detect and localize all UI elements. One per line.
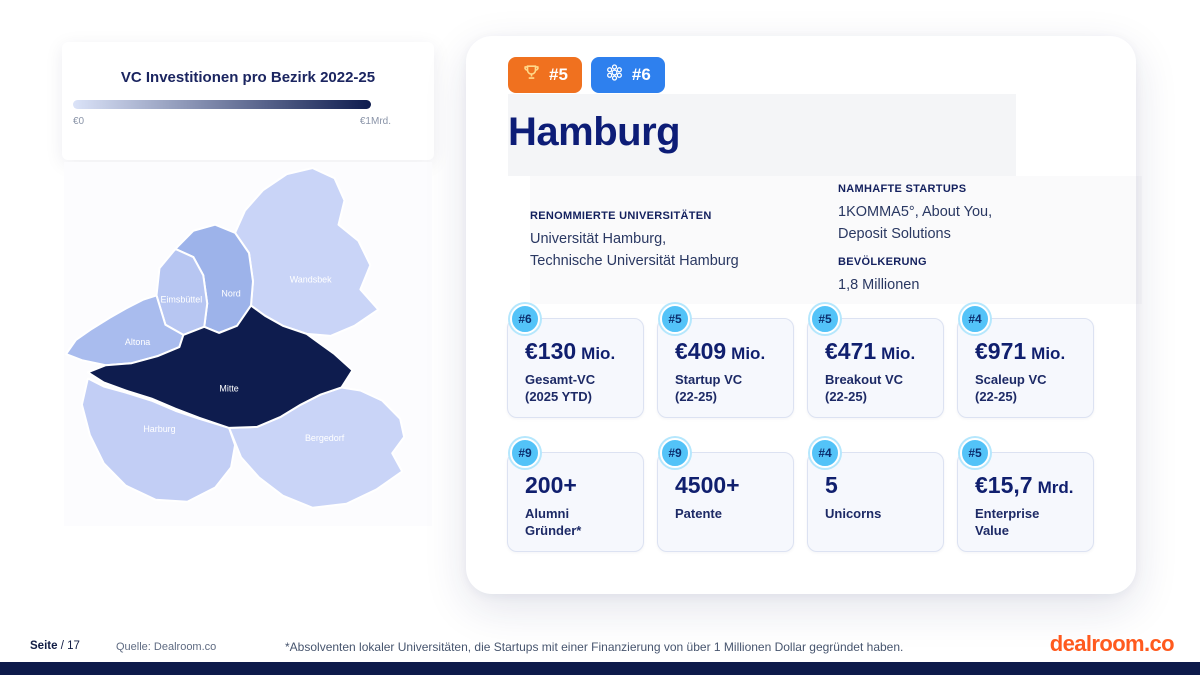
map-legend-card: VC Investitionen pro Bezirk 2022-25 €0 €… [62, 42, 434, 160]
trophy-icon [522, 63, 541, 87]
legend-max-label: €1Mrd. [359, 116, 391, 127]
stat-rank-badge: #6 [510, 304, 540, 334]
ecosystem-icon [605, 63, 624, 87]
stats-row-1: #6 €130 Mio. Gesamt-VC (2025 YTD) #5 €409… [507, 304, 1094, 418]
stat-unicorns: #4 5 Unicorns [807, 438, 944, 552]
rank-badge-label: #6 [631, 65, 651, 84]
page-word: Seite [30, 640, 58, 652]
stat-enterprise-value: #5 €15,7 Mrd. Enterprise Value [957, 438, 1094, 552]
startups-text: 1KOMMA5°, About You, Deposit Solutions [838, 204, 993, 242]
stat-suffix: Mio. [1031, 344, 1066, 363]
header-highlight-band [508, 94, 1016, 176]
stat-suffix: Mio. [881, 344, 916, 363]
stat-value: 200+ [525, 472, 577, 498]
district-mitte [86, 304, 354, 429]
stat-rank-badge: #5 [810, 304, 840, 334]
choropleth-legend: €0 €1Mrd. [73, 100, 391, 127]
city-stats-card: #5 #6 Hamburg RENOMMIER [466, 36, 1142, 594]
stat-card: 4500+ Patente [657, 452, 794, 552]
info-highlight-band [530, 176, 1142, 304]
legend-gradient [73, 100, 371, 109]
dealroom-logo[interactable]: dealroom.co [1049, 631, 1175, 656]
stat-rank-badge: #4 [960, 304, 990, 334]
stat-rank-badge: #9 [660, 438, 690, 468]
stats-row-2: #9 200+ Alumni Gründer* #9 4500+ Patente… [507, 438, 1094, 552]
stat-card: €15,7 Mrd. Enterprise Value [957, 452, 1094, 552]
stat-patente: #9 4500+ Patente [657, 438, 794, 552]
population-heading: BEVÖLKERUNG [838, 256, 927, 268]
stat-scaleup-vc: #4 €971 Mio. Scaleup VC (22-25) [957, 304, 1094, 418]
stat-label: Enterprise Value [975, 506, 1040, 539]
stat-value: €971 [975, 338, 1027, 364]
stat-card: 200+ Alumni Gründer* [507, 452, 644, 552]
stat-label: Scaleup VC (22-25) [975, 372, 1047, 405]
footnote: *Absolventen lokaler Universitäten, die … [285, 640, 904, 654]
page-number: / 17 [60, 640, 80, 652]
population-text: 1,8 Millionen [838, 277, 920, 293]
stat-label: Alumni Gründer* [525, 506, 582, 539]
legend-min-label: €0 [73, 116, 85, 127]
stat-label: Unicorns [825, 506, 882, 521]
stat-label: Gesamt-VC (2025 YTD) [525, 372, 596, 405]
stat-card: 5 Unicorns [807, 452, 944, 552]
page-indicator: Seite / 17 [30, 640, 80, 652]
stat-startup-vc: #5 €409 Mio. Startup VC (22-25) [657, 304, 794, 418]
stat-card: €471 Mio. Breakout VC (22-25) [807, 318, 944, 418]
city-title: Hamburg [508, 110, 681, 154]
stat-value: €409 [675, 338, 727, 364]
district-label-eimsbuettel: Eimsbüttel [160, 294, 202, 304]
district-label-bergedorf: Bergedorf [305, 433, 345, 443]
stat-label: Breakout VC (22-25) [825, 372, 904, 405]
stat-suffix: Mrd. [1037, 478, 1074, 497]
rank-badge-label: #5 [549, 65, 568, 84]
stat-rank-badge: #9 [510, 438, 540, 468]
rank-badge-ecosystem: #6 [590, 57, 665, 93]
universities-heading: RENOMMIERTE UNIVERSITÄTEN [530, 210, 712, 222]
district-label-altona: Altona [125, 337, 151, 347]
info-universities: RENOMMIERTE UNIVERSITÄTEN Universität Ha… [530, 210, 830, 273]
stat-value: 5 [825, 472, 838, 498]
stat-card: €971 Mio. Scaleup VC (22-25) [957, 318, 1094, 418]
stat-alumni-gruender: #9 200+ Alumni Gründer* [507, 438, 644, 552]
info-population: BEVÖLKERUNG 1,8 Millionen [838, 256, 1108, 297]
info-startups: NAMHAFTE STARTUPS 1KOMMA5°, About You, D… [838, 183, 1108, 246]
stat-rank-badge: #5 [960, 438, 990, 468]
rank-badges: #5 #6 [508, 57, 665, 93]
stat-card: €409 Mio. Startup VC (22-25) [657, 318, 794, 418]
district-harburg [80, 377, 237, 503]
source-note: Quelle: Dealroom.co [116, 641, 217, 653]
stat-label: Startup VC (22-25) [675, 372, 743, 405]
stat-label: Patente [675, 506, 722, 521]
stat-value: €15,7 [975, 472, 1033, 498]
stat-gesamt-vc: #6 €130 Mio. Gesamt-VC (2025 YTD) [507, 304, 644, 418]
hamburg-district-map: Eimsbüttel Nord Wandsbek Altona Mitte Ha… [64, 162, 432, 526]
stat-value: €130 [525, 338, 577, 364]
district-label-harburg: Harburg [143, 424, 175, 434]
stat-rank-badge: #5 [660, 304, 690, 334]
stat-card: €130 Mio. Gesamt-VC (2025 YTD) [507, 318, 644, 418]
stat-value: €471 [825, 338, 877, 364]
district-label-mitte: Mitte [219, 383, 238, 393]
district-label-wandsbek: Wandsbek [290, 274, 332, 284]
universities-text: Universität Hamburg, Technische Universi… [530, 231, 739, 269]
district-label-nord: Nord [221, 288, 240, 298]
stat-value: 4500+ [675, 472, 740, 498]
startups-heading: NAMHAFTE STARTUPS [838, 183, 967, 195]
stat-rank-badge: #4 [810, 438, 840, 468]
bottom-accent-bar [0, 662, 1200, 675]
rank-badge-trophy: #5 [508, 57, 582, 93]
stat-breakout-vc: #5 €471 Mio. Breakout VC (22-25) [807, 304, 944, 418]
stat-suffix: Mio. [581, 344, 616, 363]
map-title: VC Investitionen pro Bezirk 2022-25 [120, 69, 376, 86]
stat-suffix: Mio. [731, 344, 766, 363]
